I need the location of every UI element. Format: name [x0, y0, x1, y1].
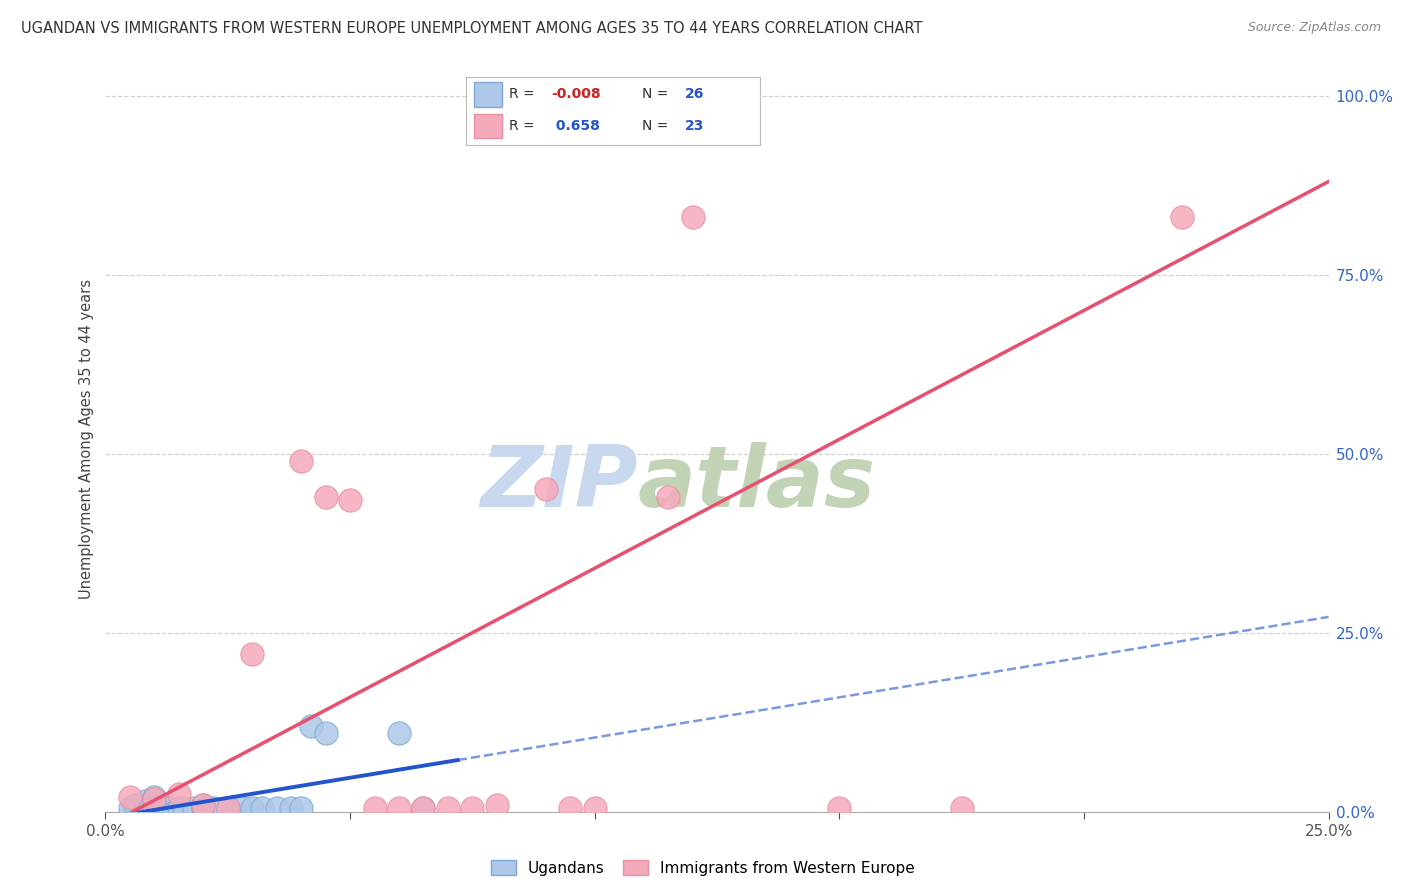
Point [240, 801, 263, 815]
Point [193, 801, 215, 815]
Point [183, 801, 205, 815]
Point [217, 801, 239, 815]
Point [167, 801, 190, 815]
Point [266, 801, 288, 815]
Text: atlas: atlas [637, 442, 876, 525]
Point [193, 797, 215, 812]
Point [143, 801, 166, 815]
Point [461, 801, 484, 815]
Point [828, 801, 851, 815]
Point [118, 801, 141, 815]
Point [240, 647, 263, 661]
Point [290, 454, 312, 468]
Point [485, 797, 508, 812]
Point [153, 797, 176, 812]
Point [363, 801, 385, 815]
Point [217, 801, 239, 815]
Text: UGANDAN VS IMMIGRANTS FROM WESTERN EUROPE UNEMPLOYMENT AMONG AGES 35 TO 44 YEARS: UGANDAN VS IMMIGRANTS FROM WESTERN EUROP… [21, 21, 922, 36]
Point [193, 797, 215, 812]
Point [290, 801, 312, 815]
Text: ZIP: ZIP [479, 442, 637, 525]
Point [315, 726, 337, 740]
Point [437, 801, 460, 815]
Point [950, 801, 973, 815]
Point [299, 719, 322, 733]
Text: Source: ZipAtlas.com: Source: ZipAtlas.com [1247, 21, 1381, 34]
Point [412, 801, 434, 815]
Point [231, 801, 253, 815]
Point [280, 801, 302, 815]
Legend: Ugandans, Immigrants from Western Europe: Ugandans, Immigrants from Western Europe [485, 854, 921, 881]
Point [163, 805, 186, 819]
Point [250, 801, 273, 815]
Point [173, 801, 195, 815]
Point [143, 792, 166, 806]
Point [157, 801, 180, 815]
Point [583, 801, 606, 815]
Point [143, 790, 166, 805]
Point [124, 797, 146, 812]
Point [315, 490, 337, 504]
Point [167, 787, 190, 801]
Point [682, 211, 704, 225]
Point [560, 801, 582, 815]
Y-axis label: Unemployment Among Ages 35 to 44 years: Unemployment Among Ages 35 to 44 years [79, 279, 94, 599]
Point [118, 790, 141, 805]
Point [1171, 211, 1194, 225]
Point [339, 493, 361, 508]
Point [138, 801, 160, 815]
Point [202, 801, 225, 815]
Point [412, 801, 434, 815]
Point [388, 801, 411, 815]
Point [534, 483, 557, 497]
Point [388, 726, 411, 740]
Point [134, 794, 156, 808]
Point [657, 490, 679, 504]
